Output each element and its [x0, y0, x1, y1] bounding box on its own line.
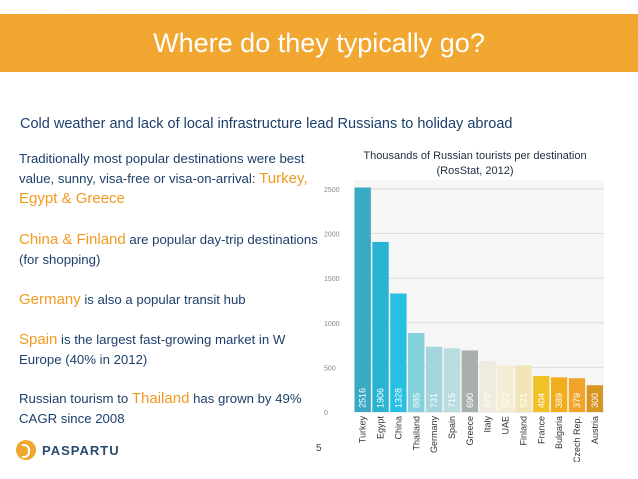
- category-label: UAE: [501, 416, 511, 435]
- paragraph-traditional-text: Traditionally most popular destinations …: [19, 151, 305, 186]
- category-label: Turkey: [358, 416, 368, 444]
- slide-title: Where do they typically go?: [153, 28, 485, 58]
- title-bar-texture: [0, 14, 638, 72]
- bar-bulgaria: [550, 377, 568, 412]
- paragraph-spain: Spain is the largest fast-growing market…: [19, 330, 319, 370]
- y-tick-label: 2000: [324, 232, 340, 239]
- paragraph-thailand-text-before: Russian tourism to: [19, 391, 132, 406]
- bar-czech-rep: [568, 378, 586, 412]
- bar-value-label: 731: [429, 393, 439, 408]
- category-label: Spain: [447, 416, 457, 439]
- category-label: France: [536, 416, 546, 444]
- logo: PASPARTU: [16, 440, 120, 460]
- category-label: Germany: [429, 416, 439, 454]
- chart-title: Thousands of Russian tourists per destin…: [363, 150, 587, 177]
- category-label: Bulgaria: [554, 416, 564, 449]
- category-label: Thailand: [411, 416, 421, 451]
- bar-value-label: 885: [411, 393, 421, 408]
- paragraph-spain-text: is the largest fast-growing market in W …: [19, 332, 286, 367]
- bar-value-label: 404: [536, 393, 546, 408]
- category-label: Italy: [483, 416, 493, 433]
- paragraph-transit: Germany is also a popular transit hub: [19, 290, 319, 310]
- logo-text: PASPARTU: [42, 442, 120, 458]
- bar-value-label: 2516: [358, 388, 368, 408]
- y-tick-label: 0: [324, 410, 328, 417]
- bar-egypt: [372, 241, 389, 412]
- paragraph-transit-text: is also a popular transit hub: [80, 292, 246, 307]
- paragraph-thailand-text-after: has grown by 49% CAGR since 2008: [19, 391, 302, 426]
- bar-finland: [515, 365, 532, 412]
- paragraph-traditional: Traditionally most popular destinations …: [19, 149, 319, 209]
- highlight-thailand: Thailand: [131, 390, 190, 407]
- bar-value-label: 379: [572, 393, 582, 408]
- bar-value-label: 1906: [376, 388, 386, 408]
- logo-mark-icon: [16, 440, 36, 460]
- bar-value-label: 715: [447, 393, 457, 408]
- y-tick-label: 500: [324, 365, 336, 372]
- bar-austria: [586, 385, 603, 412]
- bar-value-label: 570: [483, 393, 493, 408]
- bar-spain: [443, 348, 461, 412]
- bar-value-label: 389: [554, 393, 564, 408]
- category-label: Greece: [465, 416, 475, 446]
- bar-turkey: [354, 187, 371, 412]
- y-tick-label: 2500: [324, 187, 340, 194]
- category-label: Egypt: [376, 416, 386, 440]
- highlight-turkey-egypt-greece: Turkey, Egypt & Greece: [19, 170, 308, 207]
- page-number: 5: [316, 443, 322, 454]
- category-label: Finland: [518, 416, 528, 446]
- y-tick-label: 1500: [324, 276, 340, 283]
- bar-germany: [425, 346, 443, 412]
- paragraph-day-trip: China & Finland are popular day-trip des…: [19, 230, 319, 270]
- tourists-bar-chart: 0 500 1000 1500 2000 2500 2516 Turkey 1906 Egypt 1…: [324, 180, 604, 462]
- title-bar: Where do they typically go?: [0, 14, 638, 72]
- y-tick-label: 1000: [324, 321, 340, 328]
- highlight-china-finland: China & Finland: [19, 231, 126, 248]
- bar-value-label: 690: [465, 393, 475, 408]
- category-label: China: [393, 416, 403, 440]
- bar-thailand: [408, 333, 425, 412]
- paragraph-day-trip-text: are popular day-trip destinations (for s…: [19, 232, 318, 267]
- bar-value-label: 300: [590, 393, 600, 408]
- highlight-spain: Spain: [19, 331, 58, 348]
- slide-subtitle: Cold weather and lack of local infrastru…: [20, 116, 513, 132]
- bar-value-label: 1328: [393, 388, 403, 408]
- bar-value-label: 522: [501, 393, 511, 408]
- bar-china: [390, 293, 407, 412]
- bar-value-label: 521: [518, 393, 528, 408]
- paragraph-thailand: Russian tourism to Thailand has grown by…: [19, 389, 319, 429]
- bar-greece: [461, 350, 478, 412]
- bar-uae: [497, 365, 514, 412]
- highlight-germany: Germany: [19, 291, 81, 308]
- bar-italy: [479, 361, 496, 412]
- category-label: Czech Rep.: [572, 416, 582, 462]
- bar-france: [533, 375, 550, 412]
- category-label: Austria: [590, 416, 600, 444]
